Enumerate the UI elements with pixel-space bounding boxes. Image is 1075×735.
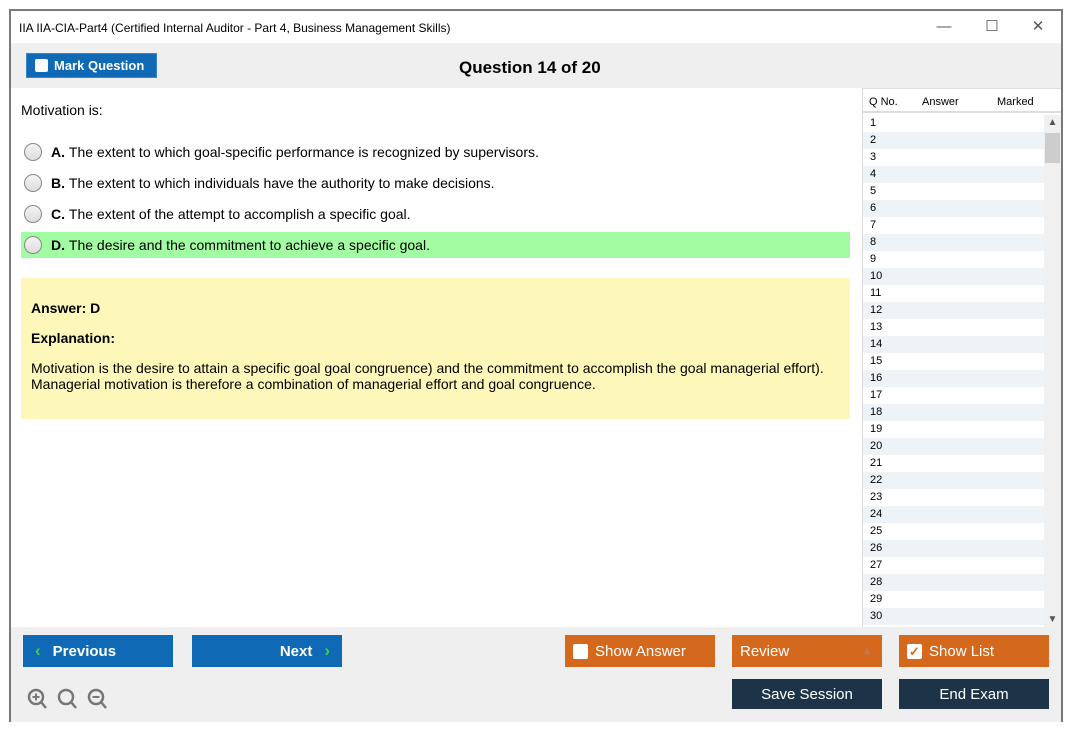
zoom-controls — [27, 688, 107, 709]
list-item[interactable]: 30 — [863, 608, 1044, 625]
radio-icon[interactable] — [24, 236, 42, 254]
list-item[interactable]: 28 — [863, 574, 1044, 591]
list-item[interactable]: 2 — [863, 132, 1044, 149]
option-letter: D. — [51, 237, 65, 253]
list-item[interactable]: 8 — [863, 234, 1044, 251]
list-item[interactable]: 5 — [870, 185, 877, 197]
zoom-in-icon[interactable] — [27, 688, 47, 709]
list-rows: 1 2 3 4 5 6 7 8 9 10 11 12 13 14 15 16 17 18 19 20 21 22 23 24 2… — [863, 115, 1044, 625]
previous-label: Previous — [52, 642, 117, 660]
list-item[interactable]: 27 — [870, 559, 883, 571]
close-button[interactable]: ✕ — [1031, 18, 1045, 35]
option-a[interactable]: A. The extent to which goal-specific per… — [21, 139, 850, 165]
show-answer-label: Show Answer — [595, 642, 686, 660]
option-text: The extent to which individuals have the… — [68, 175, 495, 191]
option-letter: A. — [51, 144, 65, 160]
list-item[interactable]: 10 — [863, 268, 1044, 285]
option-c[interactable]: C. The extent of the attempt to accompli… — [21, 201, 850, 227]
scrollbar[interactable]: ▲ ▼ — [1044, 115, 1061, 627]
list-item[interactable]: 29 — [870, 593, 883, 605]
list-item[interactable]: 4 — [863, 166, 1044, 183]
header-answer[interactable]: Answer — [922, 96, 959, 108]
explanation-heading: Explanation: — [31, 330, 116, 346]
save-session-button[interactable]: Save Session — [732, 679, 882, 709]
zoom-out-icon[interactable] — [87, 688, 107, 709]
header-marked[interactable]: Marked — [997, 96, 1034, 108]
option-text: The extent to which goal-specific perfor… — [68, 144, 539, 160]
explanation-body: Motivation is the desire to attain a spe… — [31, 360, 824, 392]
zoom-reset-icon[interactable] — [57, 688, 77, 709]
mark-question-button[interactable]: Mark Question — [26, 53, 157, 78]
scroll-up-icon[interactable]: ▲ — [1047, 117, 1058, 128]
radio-icon[interactable] — [24, 143, 42, 161]
checkbox-checked-icon[interactable]: ✓ — [907, 643, 922, 659]
explanation-box: Answer: D Explanation: Motivation is the… — [21, 278, 850, 419]
minimize-button[interactable]: — — [936, 18, 952, 35]
list-item[interactable]: 9 — [870, 253, 877, 265]
chevron-left-icon: ‹ — [35, 641, 41, 660]
list-item[interactable]: 19 — [870, 423, 883, 435]
list-item[interactable]: 23 — [870, 491, 883, 503]
next-button[interactable]: Next › — [192, 635, 342, 667]
checkbox-icon — [35, 59, 48, 72]
radio-icon[interactable] — [24, 205, 42, 223]
list-item[interactable]: 7 — [870, 219, 877, 231]
option-text: The extent of the attempt to accomplish … — [68, 206, 411, 222]
list-item[interactable]: 3 — [870, 151, 877, 163]
question-counter: Question 14 of 20 — [459, 58, 601, 77]
app-window: IIA IIA-CIA-Part4 (Certified Internal Au… — [9, 9, 1063, 722]
list-header: Q No. Answer Marked — [863, 88, 1061, 113]
title-bar: IIA IIA-CIA-Part4 (Certified Internal Au… — [11, 11, 1061, 43]
list-item[interactable]: 18 — [863, 404, 1044, 421]
list-item[interactable]: 6 — [863, 200, 1044, 217]
list-item[interactable]: 17 — [870, 389, 883, 401]
list-item[interactable]: 24 — [863, 506, 1044, 523]
option-letter: B. — [51, 175, 65, 191]
list-item[interactable]: 13 — [870, 321, 883, 333]
scrollbar-thumb[interactable] — [1045, 133, 1060, 163]
next-label: Next — [279, 642, 313, 660]
window-title: IIA IIA-CIA-Part4 (Certified Internal Au… — [19, 21, 451, 35]
answer-label: Answer: D — [31, 300, 101, 316]
scroll-down-icon[interactable]: ▼ — [1047, 614, 1058, 625]
list-item[interactable]: 22 — [863, 472, 1044, 489]
show-answer-button[interactable]: Show Answer — [565, 635, 715, 667]
show-list-label: Show List — [929, 642, 995, 660]
list-item[interactable]: 12 — [863, 302, 1044, 319]
checkbox-icon[interactable] — [573, 643, 588, 659]
list-item[interactable]: 14 — [863, 336, 1044, 353]
question-list: Q No. Answer Marked 1 2 3 4 5 6 7 8 9 10 11 12 13 14 1… — [862, 88, 1061, 627]
option-d[interactable]: D. The desire and the commitment to achi… — [21, 232, 850, 258]
list-item[interactable]: 11 — [870, 287, 882, 299]
toolbar: Mark Question Question 14 of 20 — [11, 43, 1061, 88]
list-item[interactable]: 21 — [870, 457, 883, 469]
bottom-bar: ‹ Previous Next › Show Answer Review ▲ ✓ Sho… — [11, 627, 1061, 722]
previous-button[interactable]: ‹ Previous — [23, 635, 173, 667]
end-exam-button[interactable]: End Exam — [899, 679, 1049, 709]
list-item[interactable]: 26 — [863, 540, 1044, 557]
option-text: The desire and the commitment to achieve… — [68, 237, 430, 253]
chevron-right-icon: › — [324, 641, 330, 660]
list-item[interactable]: 20 — [863, 438, 1044, 455]
review-label: Review — [740, 642, 790, 660]
header-qno[interactable]: Q No. — [869, 96, 898, 108]
caret-up-icon: ▲ — [862, 645, 872, 657]
list-item[interactable]: 25 — [870, 525, 883, 537]
question-panel: Motivation is: A. The extent to which go… — [11, 88, 861, 627]
question-stem: Motivation is: — [21, 102, 103, 118]
mark-question-label: Mark Question — [54, 58, 145, 73]
list-item[interactable]: 15 — [870, 355, 883, 367]
radio-icon[interactable] — [24, 174, 42, 192]
option-letter: C. — [51, 206, 65, 222]
show-list-button[interactable]: ✓ Show List — [899, 635, 1049, 667]
maximize-button[interactable]: ☐ — [985, 18, 999, 35]
list-item[interactable]: 16 — [863, 370, 1044, 387]
option-b[interactable]: B. The extent to which individuals have … — [21, 170, 850, 196]
review-dropdown[interactable]: Review ▲ — [732, 635, 882, 667]
list-item[interactable]: 1 — [870, 117, 877, 129]
